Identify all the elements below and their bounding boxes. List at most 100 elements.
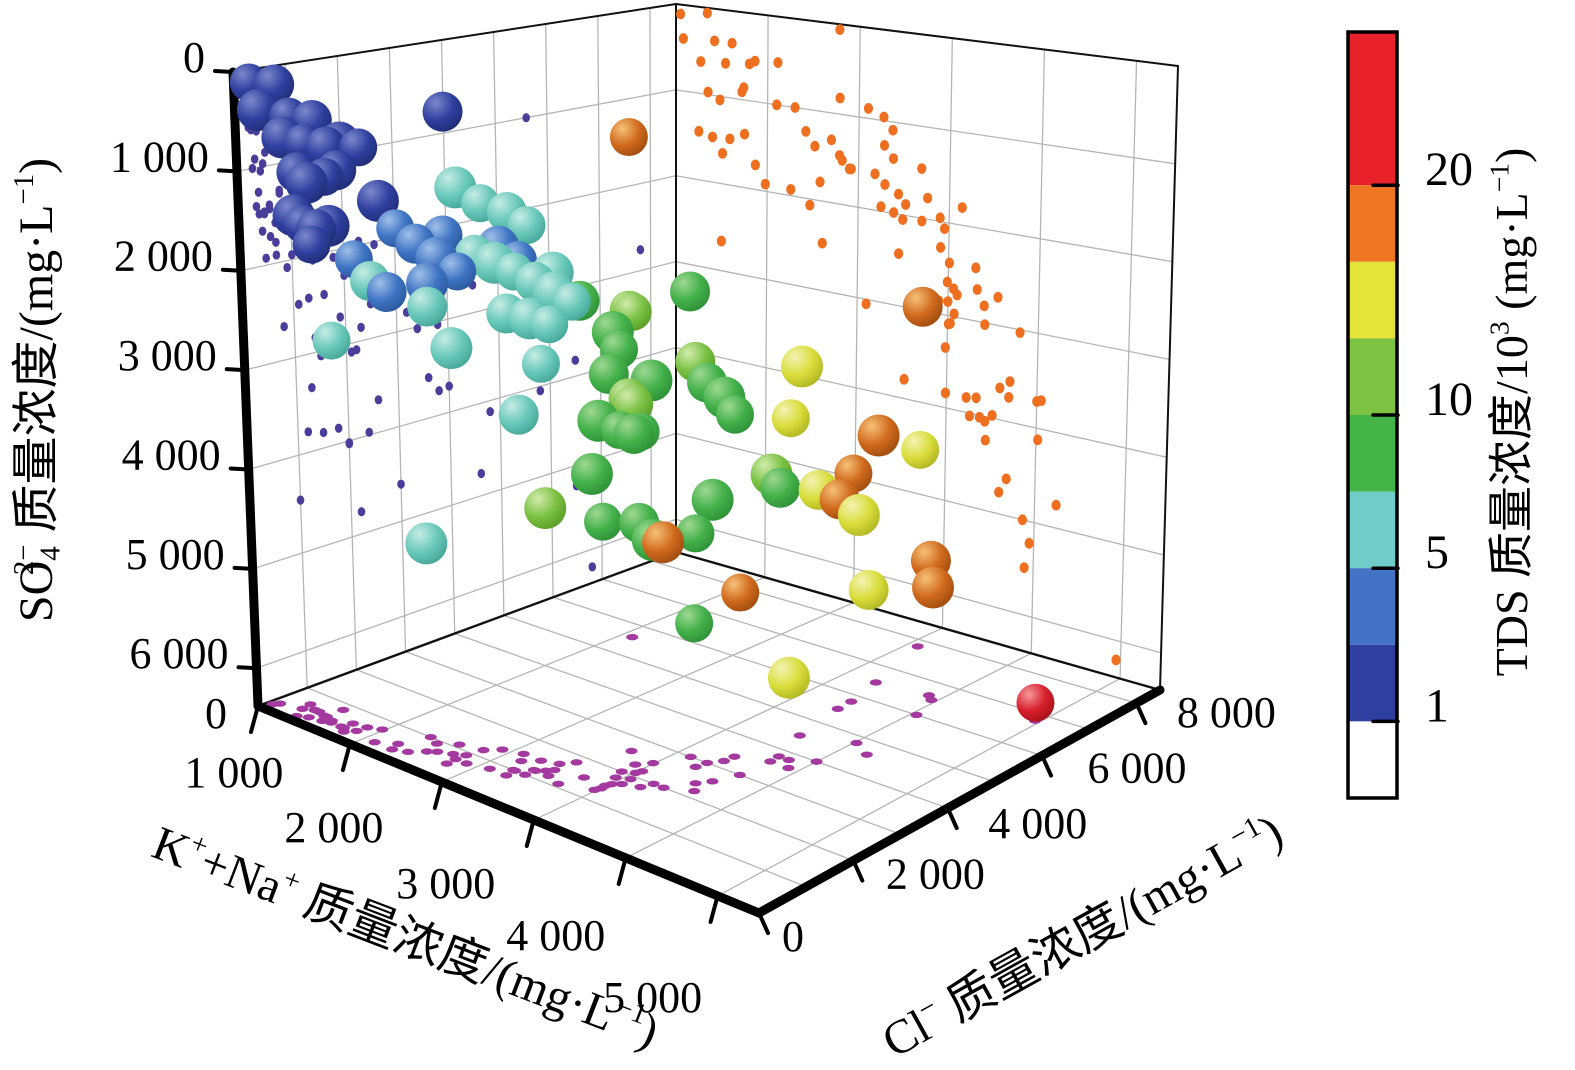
right-wall-dot xyxy=(863,103,874,114)
x-tick xyxy=(524,817,536,848)
grid-right-wall-x xyxy=(1119,60,1138,680)
left-wall-dot xyxy=(352,345,361,355)
right-wall-dot xyxy=(837,155,847,166)
grid-floor-y xyxy=(601,578,1090,731)
floor-dot xyxy=(517,750,530,758)
floor-dot xyxy=(609,774,622,781)
floor-dot xyxy=(717,757,730,765)
z-tick-label: 4 000 xyxy=(122,430,221,479)
floor-dot xyxy=(361,724,374,731)
x-tick-label: 1 000 xyxy=(184,748,283,797)
data-point-green xyxy=(691,478,734,521)
floor-dot xyxy=(860,751,873,758)
left-wall-dot xyxy=(397,479,405,489)
floor-dot xyxy=(782,764,795,772)
floor-dot xyxy=(483,765,496,772)
floor-dot xyxy=(337,706,350,714)
floor-dot xyxy=(460,760,473,767)
data-point-orange xyxy=(857,414,900,457)
right-wall-dot xyxy=(694,125,704,137)
x-tick-label: 0 xyxy=(205,689,227,738)
right-wall-dot xyxy=(939,223,950,235)
left-wall-dot xyxy=(435,386,443,396)
floor-dot xyxy=(706,778,719,785)
data-point-yellow xyxy=(781,345,824,388)
x-tick-label: 3 000 xyxy=(396,859,495,908)
left-wall-dot xyxy=(304,427,313,437)
right-wall-dot xyxy=(898,214,908,225)
y-axis xyxy=(754,685,1165,918)
right-wall-dot xyxy=(1004,391,1014,403)
right-wall-dot xyxy=(940,387,951,399)
left-wall-dot xyxy=(320,289,328,300)
right-wall-dot xyxy=(1001,473,1011,485)
left-wall-dot xyxy=(272,250,281,260)
data-point-teal xyxy=(407,286,448,327)
floor-dot xyxy=(420,748,433,755)
left-wall-dot xyxy=(477,468,486,479)
right-wall-dot xyxy=(861,298,871,310)
data-point-green xyxy=(570,452,613,495)
floor-dot xyxy=(782,756,795,764)
left-wall-dot xyxy=(258,159,267,169)
right-wall-dot xyxy=(1036,395,1046,407)
data-point-red xyxy=(1016,683,1055,722)
floor-dot xyxy=(376,726,389,733)
right-wall-dot xyxy=(917,163,927,174)
right-wall-dot xyxy=(817,237,827,249)
floor-dot xyxy=(793,732,806,739)
floor-dot xyxy=(552,780,565,788)
floor-dot xyxy=(553,760,566,768)
grid-right-wall-x xyxy=(1030,48,1046,654)
right-wall-dot xyxy=(1033,434,1043,446)
floor-dot xyxy=(424,733,437,741)
data-point-yellow xyxy=(848,569,889,610)
grid-floor-y xyxy=(355,669,855,862)
z-tick xyxy=(224,367,247,373)
right-wall-dot xyxy=(979,300,989,312)
right-wall-dot xyxy=(1015,327,1025,339)
grid-right-wall-x xyxy=(941,37,953,629)
floor-dot xyxy=(430,740,443,747)
floor-dot xyxy=(527,766,540,774)
floor-dot xyxy=(519,771,532,778)
floor-dot xyxy=(496,746,509,753)
floor-dot xyxy=(689,780,702,787)
colorbar-tick-label: 20 xyxy=(1425,143,1473,196)
z-tick-label: 0 xyxy=(183,33,205,82)
floor-dot xyxy=(624,775,637,783)
left-wall-dot xyxy=(636,245,645,255)
colorbar-tick-label: 10 xyxy=(1425,373,1473,426)
floor-dot xyxy=(313,708,326,716)
right-wall-dot xyxy=(964,410,975,422)
grid-floor-y xyxy=(650,560,1138,704)
colorbar-tick-label: 5 xyxy=(1425,526,1449,579)
left-wall-dot xyxy=(294,299,303,309)
left-wall-dot xyxy=(272,237,280,247)
right-wall-dot xyxy=(1019,562,1029,574)
data-point-teal xyxy=(507,206,546,245)
x-tick xyxy=(340,741,352,772)
floor-dot xyxy=(831,705,844,713)
data-point-green xyxy=(670,271,711,312)
z-tick xyxy=(213,69,235,74)
colorbar-segment xyxy=(1348,32,1397,186)
data-point-teal xyxy=(498,394,539,435)
floor-dot xyxy=(440,760,453,767)
left-wall-dot xyxy=(571,355,580,365)
right-wall-dot xyxy=(993,291,1003,303)
floor-dot xyxy=(911,643,924,650)
y-tick-label: 2 000 xyxy=(886,850,985,899)
right-wall-dot xyxy=(676,8,686,20)
left-wall-dot xyxy=(262,253,270,263)
floor-dot xyxy=(615,780,628,788)
floor-dot xyxy=(657,784,670,791)
data-point-orange xyxy=(902,286,943,327)
floor-dot xyxy=(320,713,333,721)
y-tick xyxy=(851,858,865,883)
frame-top-left-edge xyxy=(232,3,677,73)
floor-dot xyxy=(515,757,528,765)
floor-dot xyxy=(577,774,590,781)
right-wall-dot xyxy=(971,392,981,404)
right-wall-dot xyxy=(870,168,880,180)
